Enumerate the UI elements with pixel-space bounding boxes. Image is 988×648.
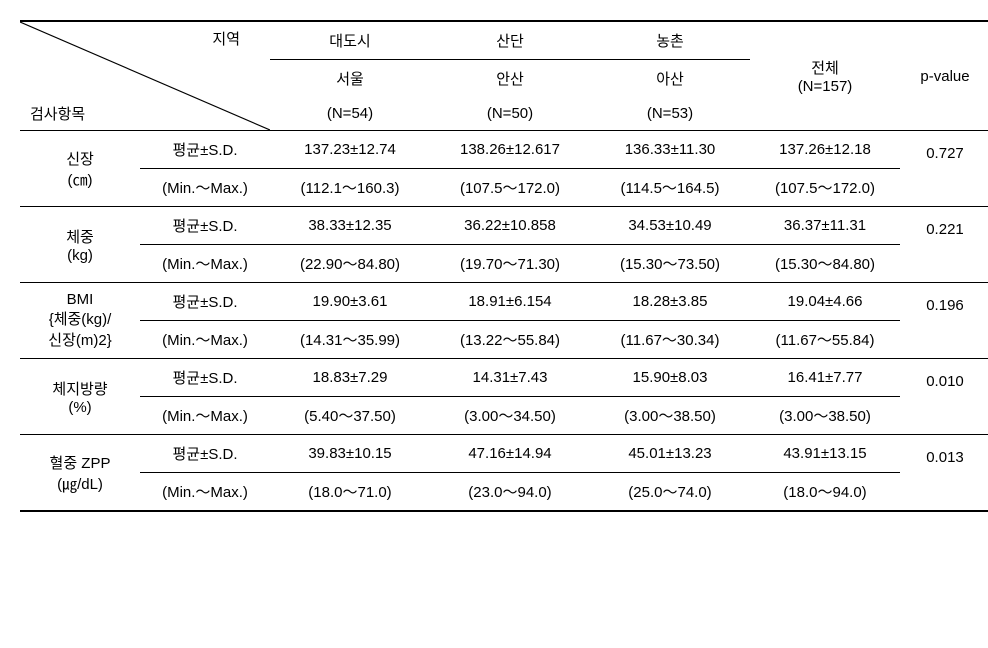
total-label: 전체 — [811, 60, 839, 77]
stat-range-label: (Min.～Max.) — [140, 473, 270, 512]
cell-range: (23.0～94.0) — [430, 473, 590, 512]
cell-range: (107.5～172.0) — [430, 169, 590, 207]
cell-range: (112.1～160.3) — [270, 169, 430, 207]
cell-mean: 36.37±11.31 — [750, 207, 900, 245]
col-group-0-n: (N=54) — [270, 97, 430, 131]
cell-range: (5.40～37.50) — [270, 397, 430, 435]
row-label: 체중(kg) — [20, 207, 140, 283]
stat-range-label: (Min.～Max.) — [140, 245, 270, 283]
col-group-2-n: (N=53) — [590, 97, 750, 131]
cell-range: (3.00～38.50) — [750, 397, 900, 435]
total-n: (N=157) — [798, 78, 853, 95]
cell-mean: 19.90±3.61 — [270, 283, 430, 321]
cell-mean: 137.26±12.18 — [750, 131, 900, 169]
stat-range-label: (Min.～Max.) — [140, 321, 270, 359]
row-label: 혈중 ZPP(㎍/dL) — [20, 435, 140, 512]
col-group-1-top: 산단 — [430, 21, 590, 60]
cell-range: (3.00～38.50) — [590, 397, 750, 435]
cell-range: (11.67～30.34) — [590, 321, 750, 359]
cell-range: (14.31～35.99) — [270, 321, 430, 359]
cell-mean: 137.23±12.74 — [270, 131, 430, 169]
cell-mean: 36.22±10.858 — [430, 207, 590, 245]
cell-mean: 16.41±7.77 — [750, 359, 900, 397]
cell-range: (18.0～71.0) — [270, 473, 430, 512]
cell-mean: 47.16±14.94 — [430, 435, 590, 473]
cell-range: (25.0～74.0) — [590, 473, 750, 512]
cell-pvalue: 0.010 — [900, 359, 988, 435]
col-total: 전체 (N=157) — [750, 21, 900, 131]
cell-range: (13.22～55.84) — [430, 321, 590, 359]
cell-mean: 14.31±7.43 — [430, 359, 590, 397]
col-group-0-sub: 서울 — [270, 60, 430, 98]
stat-mean-label: 평균±S.D. — [140, 435, 270, 473]
col-group-1-n: (N=50) — [430, 97, 590, 131]
col-group-1-sub: 안산 — [430, 60, 590, 98]
col-group-0-top: 대도시 — [270, 21, 430, 60]
cell-range: (107.5～172.0) — [750, 169, 900, 207]
cell-mean: 39.83±10.15 — [270, 435, 430, 473]
col-pvalue: p-value — [900, 21, 988, 131]
stat-range-label: (Min.～Max.) — [140, 169, 270, 207]
cell-mean: 136.33±11.30 — [590, 131, 750, 169]
stat-mean-label: 평균±S.D. — [140, 359, 270, 397]
cell-pvalue: 0.727 — [900, 131, 988, 207]
header-item: 검사항목 — [30, 103, 85, 124]
data-table: 지역 검사항목 대도시 산단 농촌 전체 (N=157) p-value 서울 … — [20, 20, 988, 512]
cell-range: (3.00～34.50) — [430, 397, 590, 435]
cell-mean: 18.91±6.154 — [430, 283, 590, 321]
cell-range: (114.5～164.5) — [590, 169, 750, 207]
stat-mean-label: 평균±S.D. — [140, 207, 270, 245]
stat-mean-label: 평균±S.D. — [140, 131, 270, 169]
diagonal-header: 지역 검사항목 — [20, 21, 270, 131]
cell-mean: 45.01±13.23 — [590, 435, 750, 473]
row-label: 체지방량(%) — [20, 359, 140, 435]
cell-range: (15.30～73.50) — [590, 245, 750, 283]
col-group-2-top: 농촌 — [590, 21, 750, 60]
cell-mean: 138.26±12.617 — [430, 131, 590, 169]
cell-pvalue: 0.196 — [900, 283, 988, 359]
cell-range: (15.30～84.80) — [750, 245, 900, 283]
cell-range: (11.67～55.84) — [750, 321, 900, 359]
cell-mean: 18.83±7.29 — [270, 359, 430, 397]
cell-pvalue: 0.221 — [900, 207, 988, 283]
row-label: BMI{체중(kg)/신장(m)2} — [20, 283, 140, 359]
cell-mean: 18.28±3.85 — [590, 283, 750, 321]
cell-range: (18.0～94.0) — [750, 473, 900, 512]
header-region: 지역 — [212, 28, 240, 49]
stat-range-label: (Min.～Max.) — [140, 397, 270, 435]
cell-range: (19.70～71.30) — [430, 245, 590, 283]
row-label: 신장(㎝) — [20, 131, 140, 207]
cell-mean: 19.04±4.66 — [750, 283, 900, 321]
cell-mean: 43.91±13.15 — [750, 435, 900, 473]
cell-mean: 34.53±10.49 — [590, 207, 750, 245]
cell-pvalue: 0.013 — [900, 435, 988, 512]
stat-mean-label: 평균±S.D. — [140, 283, 270, 321]
cell-mean: 15.90±8.03 — [590, 359, 750, 397]
cell-range: (22.90～84.80) — [270, 245, 430, 283]
cell-mean: 38.33±12.35 — [270, 207, 430, 245]
col-group-2-sub: 아산 — [590, 60, 750, 98]
